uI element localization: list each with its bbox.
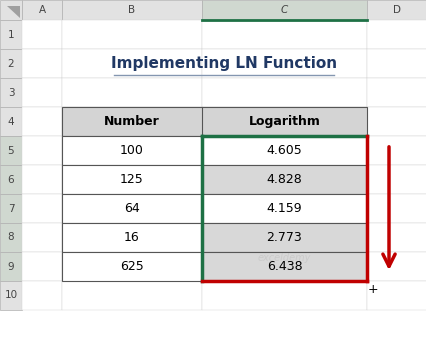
Bar: [62, 194, 201, 223]
Bar: [22, 165, 62, 194]
Bar: [366, 20, 426, 49]
Bar: [62, 252, 201, 281]
Text: +: +: [367, 283, 378, 296]
Bar: [201, 78, 366, 107]
Bar: [22, 49, 62, 78]
Bar: [22, 20, 62, 49]
Bar: [62, 281, 201, 310]
Text: 4: 4: [8, 117, 14, 127]
Text: D: D: [392, 5, 400, 15]
Bar: [62, 136, 201, 165]
Bar: [62, 194, 201, 223]
Text: 4.605: 4.605: [266, 144, 302, 157]
Bar: [62, 107, 201, 136]
Text: 1: 1: [8, 30, 14, 40]
Bar: [62, 223, 201, 252]
Text: Number: Number: [104, 115, 159, 128]
Bar: [366, 49, 426, 78]
Bar: [22, 194, 62, 223]
Bar: [22, 252, 62, 281]
Bar: [366, 0, 426, 20]
Bar: [366, 78, 426, 107]
Bar: [201, 49, 366, 78]
Bar: [201, 136, 366, 165]
Bar: [0, 0, 22, 20]
Bar: [201, 223, 366, 252]
Text: 3: 3: [8, 87, 14, 97]
Bar: [201, 136, 366, 165]
Bar: [62, 20, 201, 49]
Bar: [366, 107, 426, 136]
Text: 64: 64: [124, 202, 140, 215]
Bar: [201, 252, 366, 281]
Text: 125: 125: [120, 173, 144, 186]
Text: A: A: [38, 5, 46, 15]
Text: 6: 6: [8, 174, 14, 184]
Text: 5: 5: [8, 146, 14, 155]
Bar: [62, 49, 201, 78]
Bar: [62, 223, 201, 252]
Text: 10: 10: [4, 290, 17, 301]
Bar: [22, 281, 62, 310]
Bar: [366, 194, 426, 223]
Bar: [62, 107, 366, 136]
Bar: [62, 136, 201, 165]
Text: Logarithm: Logarithm: [248, 115, 320, 128]
Text: 8: 8: [8, 233, 14, 243]
Bar: [62, 78, 201, 107]
Bar: [366, 136, 426, 165]
Bar: [62, 165, 201, 194]
Text: B: B: [128, 5, 135, 15]
Bar: [366, 223, 426, 252]
Bar: [201, 281, 366, 310]
Text: 16: 16: [124, 231, 140, 244]
Bar: [0, 20, 22, 49]
Bar: [201, 223, 366, 252]
Text: exceldemy: exceldemy: [257, 253, 311, 263]
Bar: [201, 165, 366, 194]
Bar: [201, 252, 366, 281]
Bar: [62, 0, 201, 20]
Bar: [366, 252, 426, 281]
Bar: [0, 281, 22, 310]
Bar: [366, 281, 426, 310]
Text: 7: 7: [8, 204, 14, 214]
Bar: [0, 136, 22, 165]
Bar: [0, 49, 22, 78]
Text: 4.828: 4.828: [266, 173, 302, 186]
Text: Implementing LN Function: Implementing LN Function: [111, 56, 337, 71]
Bar: [22, 136, 62, 165]
Bar: [201, 0, 366, 20]
Text: C: C: [280, 5, 288, 15]
Bar: [201, 165, 366, 194]
Bar: [0, 78, 22, 107]
Text: 100: 100: [120, 144, 144, 157]
Polygon shape: [6, 6, 20, 18]
Bar: [0, 252, 22, 281]
Text: 4.159: 4.159: [266, 202, 302, 215]
Bar: [0, 223, 22, 252]
Bar: [0, 107, 22, 136]
Bar: [22, 0, 62, 20]
Bar: [22, 78, 62, 107]
Bar: [201, 194, 366, 223]
Text: 625: 625: [120, 260, 144, 273]
Bar: [22, 107, 62, 136]
Bar: [201, 107, 366, 136]
Bar: [366, 165, 426, 194]
Bar: [0, 165, 22, 194]
Text: 9: 9: [8, 261, 14, 271]
Bar: [201, 194, 366, 223]
Text: 2.773: 2.773: [266, 231, 302, 244]
Bar: [22, 223, 62, 252]
Bar: [62, 252, 201, 281]
Bar: [201, 20, 366, 49]
Text: 2: 2: [8, 58, 14, 68]
Text: 6.438: 6.438: [266, 260, 302, 273]
Bar: [0, 194, 22, 223]
Bar: [62, 165, 201, 194]
